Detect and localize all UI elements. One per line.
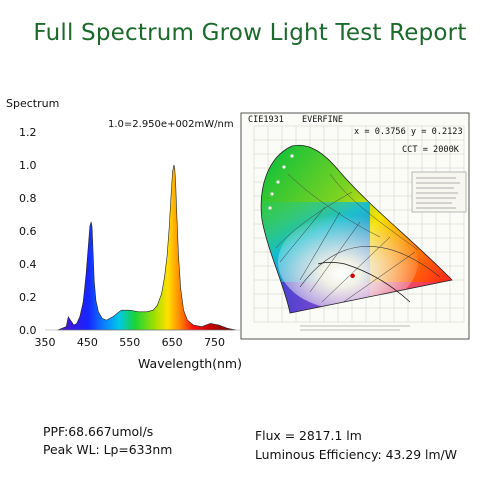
cie-diagram: CIE1931 EVERFINE x = 0.3756 y = 0.2123 C… [240,112,470,340]
cie-title: CIE1931 [248,115,284,125]
planckian-locus [317,262,411,303]
x-axis-label: Wavelength(nm) [138,356,242,371]
cie-coordinates: x = 0.3756 y = 0.2123 [354,127,463,137]
cie-footer-ticks [300,325,410,331]
y-axis-ticks: 0.0 0.2 0.4 0.6 0.8 1.0 1.2 [19,126,37,337]
ppf-value: PPF:68.667umol/s [43,424,154,439]
spectrum-title: Spectrum [6,97,59,110]
x-tick-label: 750 [204,336,225,349]
scale-note: 1.0=2.950e+002mW/nm [108,119,234,130]
cie-legend-box [411,171,467,213]
y-tick-label: 1.2 [19,126,37,139]
y-tick-label: 0.4 [19,258,37,271]
y-tick-label: 0.2 [19,291,37,304]
flux-value: Flux = 2817.1 lm [255,428,362,443]
page-title: Full Spectrum Grow Light Test Report [33,20,467,46]
cie-cct: CCT = 2000K [402,145,460,155]
x-axis-ticks: 350 450 550 650 750 [35,336,226,349]
spectrum-chart: Spectrum 1.0=2.950e+002mW/nm 0.00.20.40.… [6,97,242,371]
cie-vendor: EVERFINE [302,115,343,125]
y-tick-label: 0.6 [19,225,37,238]
x-tick-label: 450 [77,336,98,349]
peak-wavelength-value: Peak WL: Lp=633nm [43,442,173,457]
y-tick-label: 1.0 [19,159,37,172]
x-tick-label: 650 [162,336,183,349]
spectrum-curve [57,164,236,331]
y-tick-label: 0.0 [19,324,37,337]
x-tick-label: 350 [35,336,56,349]
luminous-efficiency-value: Luminous Efficiency: 43.29 lm/W [255,447,457,462]
cie-measured-point [349,272,356,279]
y-tick-label: 0.8 [19,192,37,205]
x-tick-label: 550 [119,336,140,349]
